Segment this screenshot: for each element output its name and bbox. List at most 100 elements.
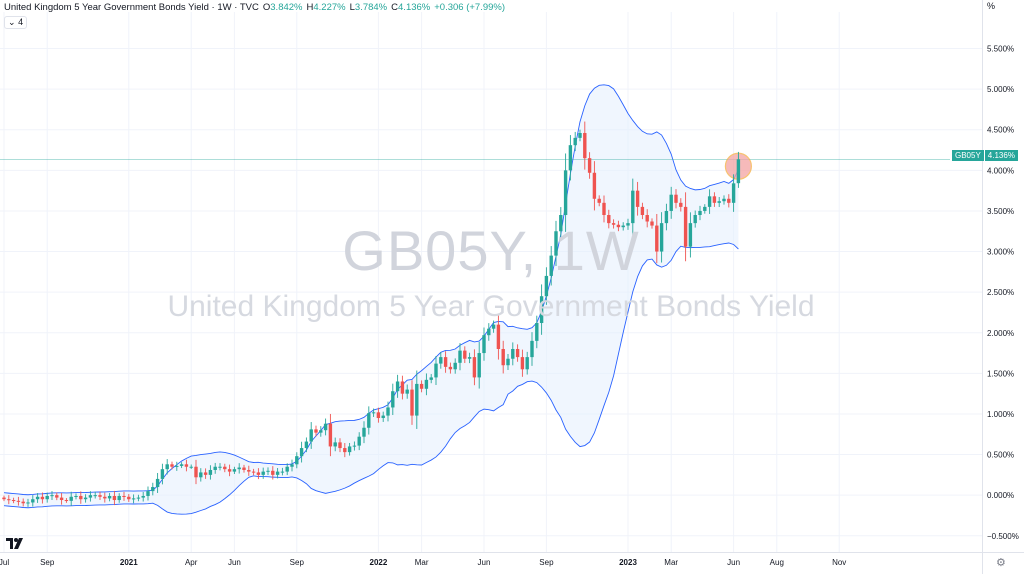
candle-body [7, 499, 11, 501]
candle-body [165, 464, 169, 470]
x-tick-label: Sep [539, 558, 554, 567]
tradingview-logo-icon[interactable] [6, 536, 26, 550]
candle [544, 267, 549, 305]
candle [11, 497, 16, 504]
candle [491, 320, 496, 333]
candle-body [443, 357, 448, 367]
candle [405, 384, 409, 399]
high-value: 4.227% [313, 2, 346, 13]
candle [88, 491, 93, 502]
candle [559, 207, 563, 240]
candle-body [458, 350, 462, 363]
candle [664, 203, 669, 231]
candle-body [117, 495, 121, 501]
candle [679, 198, 683, 212]
candle [496, 314, 501, 360]
candle [242, 464, 246, 473]
candle [21, 498, 25, 507]
candle-body [323, 423, 328, 431]
candle-body [203, 472, 208, 475]
candle [64, 498, 69, 503]
close-label: C [391, 2, 399, 13]
candle [391, 383, 395, 416]
candle [583, 121, 587, 170]
candle-body [295, 456, 299, 465]
candle-body [213, 466, 217, 470]
candle-body [309, 429, 313, 442]
candle [50, 491, 54, 501]
low-label: L [349, 2, 355, 13]
candle-body [391, 391, 395, 408]
low-value: 3.784% [354, 2, 388, 13]
candle [79, 491, 83, 504]
candle [602, 195, 606, 223]
candle-body [59, 497, 64, 501]
candle [371, 408, 376, 417]
candle-body [583, 132, 587, 159]
candle [669, 186, 673, 219]
candle-body [40, 496, 45, 500]
candle [717, 197, 721, 208]
candle [367, 406, 371, 435]
candle [415, 370, 419, 429]
candle-body [31, 499, 35, 503]
gear-icon[interactable]: ⚙ [996, 557, 1006, 569]
candle [232, 466, 237, 474]
y-tick-label: 5.000% [987, 85, 1014, 94]
candle [45, 492, 49, 503]
y-tick-label: 0.500% [987, 451, 1014, 460]
candle [107, 493, 112, 502]
candle [141, 492, 145, 502]
candle [515, 344, 520, 362]
candle-body [664, 210, 669, 224]
candle-body [271, 470, 275, 475]
candle-body [429, 377, 433, 380]
candle-body [381, 415, 385, 419]
candle [693, 210, 697, 228]
candle [203, 468, 208, 479]
candle-body [415, 383, 419, 416]
candle [213, 462, 217, 474]
candle [357, 432, 361, 451]
grid [0, 12, 982, 552]
candle [2, 495, 6, 502]
candle [7, 495, 11, 505]
symbol-title[interactable]: United Kingdom 5 Year Government Bonds Y… [4, 2, 259, 13]
candle-body [626, 223, 630, 226]
candle-body [703, 206, 707, 211]
candle [295, 452, 299, 469]
candle-body [98, 495, 102, 497]
candle [208, 465, 213, 480]
candle-body [549, 255, 553, 276]
candle-body [189, 466, 193, 468]
candle-body [645, 215, 649, 222]
candle [55, 492, 59, 501]
candle-body [669, 194, 673, 211]
candle [285, 463, 289, 476]
candle-body [69, 496, 73, 501]
candle-body [237, 467, 241, 470]
candle-body [290, 464, 294, 467]
candle [539, 284, 544, 335]
candle-body [170, 464, 174, 467]
candle [290, 459, 294, 472]
x-tick-label: Mar [415, 558, 429, 567]
candle-body [515, 348, 520, 358]
candle [635, 181, 640, 216]
candle-body [602, 202, 606, 216]
candle [506, 354, 510, 370]
indicators-toggle-button[interactable]: ⌄ 4 [4, 16, 28, 29]
candle-body [568, 145, 573, 171]
y-tick-label: 0.000% [987, 491, 1014, 500]
candle [227, 464, 232, 477]
candle [419, 380, 424, 393]
y-tick-label: 5.500% [987, 45, 1014, 54]
candle-body [175, 465, 179, 467]
candle [256, 468, 261, 480]
candle-body [35, 496, 40, 500]
candle-body [539, 296, 544, 324]
candle-body [607, 215, 611, 224]
candle [151, 482, 155, 496]
candle-body [592, 172, 597, 199]
